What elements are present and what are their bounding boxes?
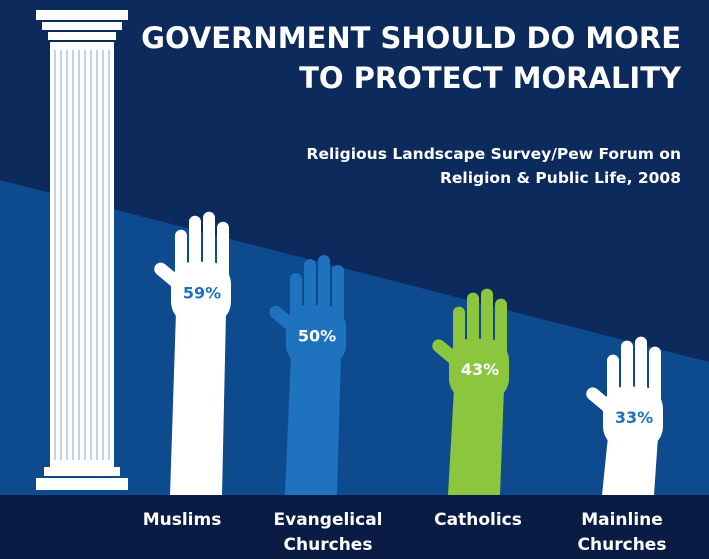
- value-label: 33%: [615, 408, 653, 427]
- category-label: Mainline Churches: [557, 508, 687, 558]
- arm: [170, 312, 226, 495]
- category-label: Muslims: [117, 508, 247, 533]
- category-label: Catholics: [413, 508, 543, 533]
- infographic: 59% 50% 43% 33% GOVERNMENT SHOULD DO MORE T…: [0, 0, 709, 559]
- column-capital: [48, 32, 116, 40]
- column-shaft: [50, 42, 114, 467]
- value-label: 50%: [298, 327, 336, 346]
- category-label: Evangelical Churches: [263, 508, 393, 558]
- arm: [448, 389, 504, 495]
- chart-title: GOVERNMENT SHOULD DO MORE TO PROTECT MOR…: [121, 18, 681, 98]
- value-label: 59%: [183, 283, 221, 302]
- arm: [602, 437, 658, 495]
- column-capital: [42, 22, 122, 30]
- chart-subtitle: Religious Landscape Survey/Pew Forum on …: [281, 142, 681, 190]
- arm: [285, 355, 341, 495]
- column-base: [44, 467, 120, 476]
- column-base: [36, 478, 128, 490]
- column-capital: [36, 10, 128, 20]
- value-label: 43%: [461, 360, 499, 379]
